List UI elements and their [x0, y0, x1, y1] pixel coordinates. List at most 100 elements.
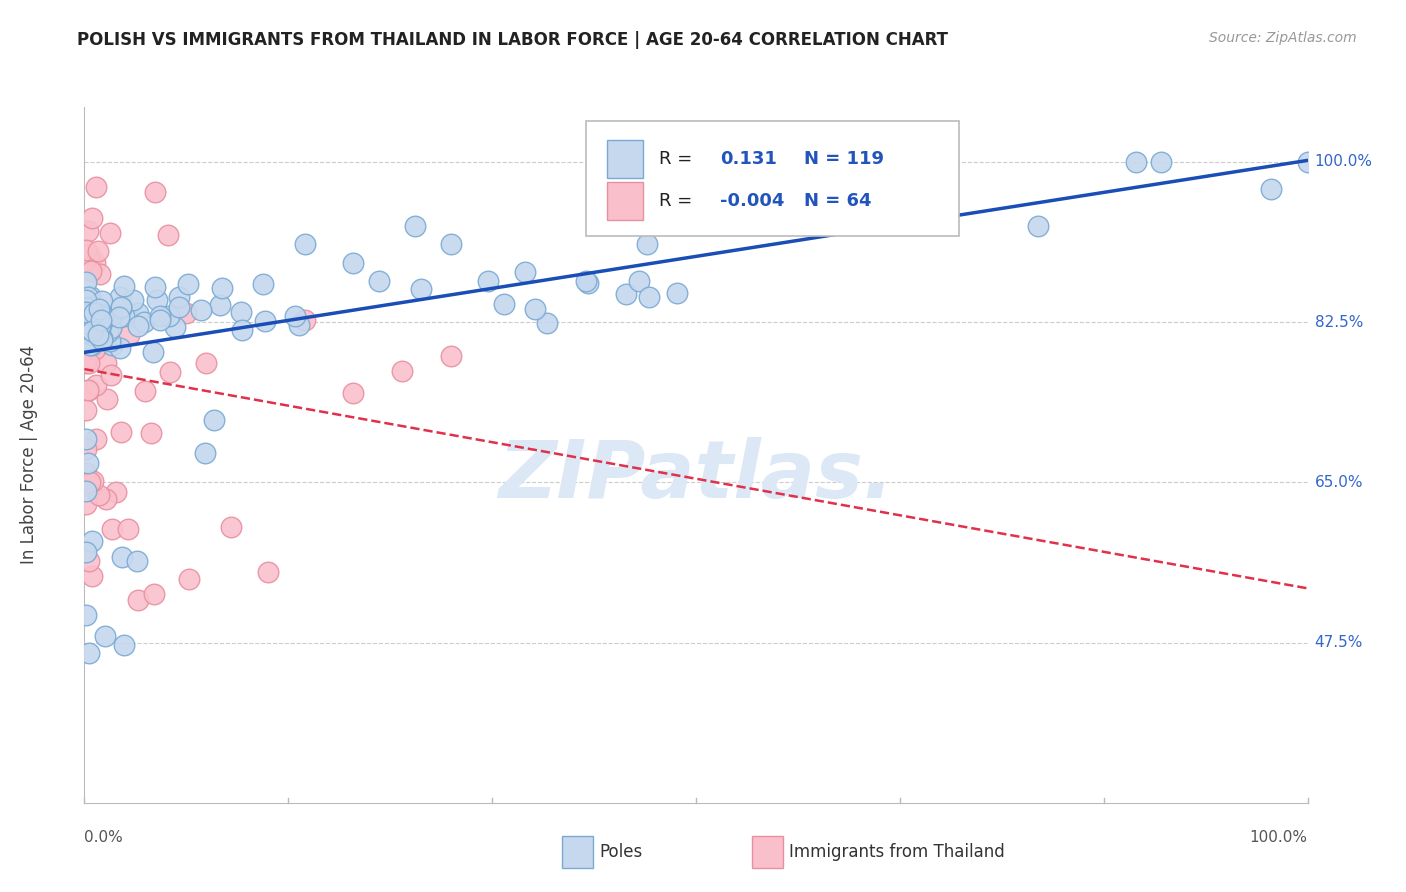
Point	[86, 244, 108, 258]
Point	[84, 325, 107, 339]
Point	[409, 282, 432, 296]
Point	[159, 365, 181, 379]
Bar	[606, 140, 644, 178]
Point	[110, 300, 132, 314]
Point	[76, 353, 98, 368]
Point	[75, 293, 97, 307]
Point	[391, 364, 413, 378]
Point	[112, 309, 135, 323]
Point	[80, 318, 103, 333]
Point	[84, 305, 107, 319]
Point	[440, 237, 463, 252]
Text: Immigrants from Thailand: Immigrants from Thailand	[789, 843, 1004, 861]
Point	[127, 305, 149, 319]
Point	[98, 334, 121, 348]
Point	[252, 277, 274, 292]
Point	[77, 247, 100, 261]
Point	[80, 306, 103, 320]
Point	[101, 308, 124, 322]
Point	[1260, 182, 1282, 196]
Point	[100, 337, 122, 351]
Point	[614, 287, 637, 301]
Text: 0.0%: 0.0%	[84, 830, 124, 845]
Point	[167, 300, 190, 314]
Point	[174, 306, 197, 320]
Point	[91, 294, 114, 309]
Point	[83, 310, 105, 325]
Point	[100, 368, 122, 382]
Point	[229, 305, 252, 319]
Point	[202, 412, 225, 426]
Point	[112, 279, 135, 293]
Point	[628, 274, 651, 288]
Text: ZIPatlas.: ZIPatlas.	[498, 437, 894, 515]
Point	[79, 326, 101, 341]
Point	[91, 310, 114, 325]
Point	[665, 286, 688, 301]
Point	[75, 497, 97, 511]
Point	[76, 290, 98, 304]
Point	[157, 227, 180, 242]
Point	[84, 378, 107, 392]
Point	[79, 306, 101, 320]
Point	[75, 260, 97, 275]
Point	[76, 300, 98, 314]
Point	[294, 313, 316, 327]
Point	[146, 293, 169, 307]
Point	[75, 243, 97, 257]
Point	[440, 349, 463, 363]
Point	[492, 297, 515, 311]
Point	[100, 308, 122, 322]
Point	[165, 320, 187, 334]
Point	[342, 386, 364, 401]
Point	[77, 307, 100, 321]
Point	[134, 384, 156, 398]
Point	[87, 309, 110, 323]
Text: 47.5%: 47.5%	[1315, 635, 1362, 650]
Point	[79, 356, 101, 370]
Text: 65.0%: 65.0%	[1315, 475, 1362, 490]
Point	[79, 260, 101, 274]
Point	[83, 343, 105, 357]
Point	[79, 338, 101, 352]
Point	[89, 268, 111, 282]
Point	[87, 488, 110, 502]
Point	[477, 274, 499, 288]
Point	[110, 425, 132, 439]
Point	[75, 316, 97, 330]
Point	[98, 227, 121, 241]
Point	[100, 321, 122, 335]
Point	[77, 383, 100, 397]
Point	[75, 608, 97, 623]
Point	[96, 392, 118, 406]
Point	[143, 186, 166, 200]
Point	[77, 384, 100, 398]
Point	[89, 318, 111, 333]
Point	[139, 426, 162, 441]
Text: 0.131: 0.131	[720, 150, 778, 169]
Point	[75, 332, 97, 346]
Point	[75, 483, 97, 498]
Point	[82, 474, 104, 488]
Point	[143, 280, 166, 294]
Point	[257, 566, 280, 580]
Point	[121, 293, 143, 307]
Point	[117, 522, 139, 536]
Point	[93, 629, 115, 643]
Point	[294, 237, 316, 252]
Text: -0.004: -0.004	[720, 192, 785, 210]
Point	[167, 289, 190, 303]
Point	[80, 326, 103, 340]
Point	[253, 314, 276, 328]
Point	[195, 355, 218, 369]
Point	[142, 345, 165, 359]
Point	[287, 318, 309, 332]
Point	[342, 255, 364, 269]
Text: R =: R =	[659, 192, 699, 210]
Point	[575, 274, 598, 288]
Point	[83, 305, 105, 319]
Point	[75, 466, 97, 480]
Point	[82, 569, 104, 583]
Point	[190, 303, 212, 318]
Point	[177, 572, 200, 586]
